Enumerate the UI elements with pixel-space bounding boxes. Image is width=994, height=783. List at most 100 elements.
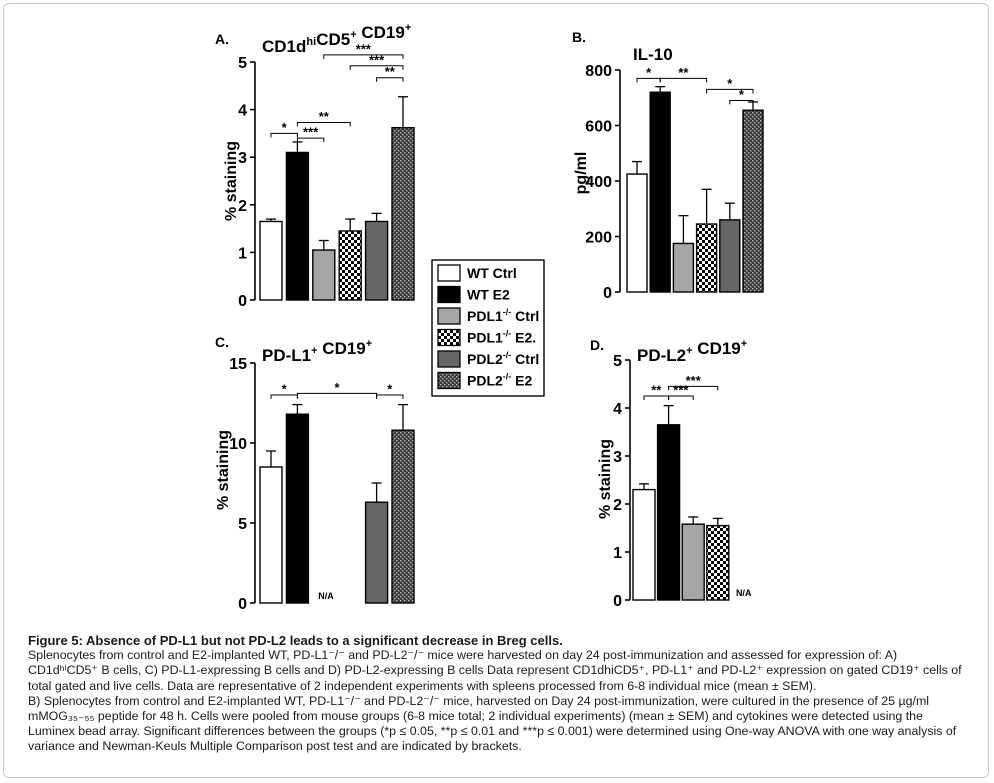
legend-label-pdl1-ctrl: PDL1-/- Ctrl bbox=[467, 307, 539, 324]
figure-caption: Figure 5: Absence of PD-L1 but not PD-L2… bbox=[28, 633, 963, 755]
significance-label: *** bbox=[686, 373, 702, 388]
legend: WT Ctrl WT E2 PDL1-/- Ctrl PDL1-/- E2. PDL2-… bbox=[431, 259, 545, 397]
legend-swatch-pdl1-ctrl bbox=[437, 307, 461, 325]
bar-pdl1-e2 bbox=[695, 223, 718, 293]
caption-title: Figure 5: Absence of PD-L1 but not PD-L2… bbox=[28, 633, 563, 648]
na-label: N/A bbox=[318, 591, 334, 601]
figure-frame bbox=[3, 3, 989, 778]
y-tick-label: 1 bbox=[613, 545, 622, 562]
bar-wt-ctrl bbox=[259, 466, 283, 604]
legend-swatch-wt-ctrl bbox=[437, 264, 461, 282]
bar-pdl2-ctrl bbox=[719, 219, 741, 293]
chart-title: PD-L1+ CD19+ bbox=[262, 338, 372, 365]
y-tick-label: 5 bbox=[238, 55, 247, 72]
panel-label: D. bbox=[590, 337, 604, 353]
significance-bracket bbox=[323, 54, 404, 59]
legend-label-wt-e2: WT E2 bbox=[467, 287, 510, 303]
y-tick-label: 4 bbox=[613, 401, 622, 418]
bar-pdl2-e2 bbox=[391, 126, 415, 301]
bar-wt-e2 bbox=[656, 424, 681, 601]
y-tick-label: 200 bbox=[585, 230, 612, 247]
panel-label: C. bbox=[215, 334, 229, 350]
chart-title: PD-L2+ CD19+ bbox=[637, 338, 747, 365]
caption-paragraph-1: Splenocytes from control and E2-implante… bbox=[28, 648, 962, 693]
significance-label: ** bbox=[678, 65, 689, 80]
significance-label: ** bbox=[385, 64, 396, 79]
bar-pdl1-ctrl bbox=[672, 242, 695, 293]
y-tick-label: 2 bbox=[613, 497, 622, 514]
panel-label: A. bbox=[215, 31, 229, 47]
bar-pdl1-e2 bbox=[338, 230, 362, 301]
y-tick-label: 5 bbox=[238, 516, 247, 533]
y-tick-label: 10 bbox=[229, 436, 247, 453]
significance-bracket bbox=[668, 395, 694, 400]
caption-paragraph-2: B) Splenocytes from control and E2-impla… bbox=[28, 693, 957, 754]
significance-label: * bbox=[334, 380, 340, 395]
significance-bracket bbox=[376, 77, 404, 82]
bar-pdl2-e2 bbox=[391, 429, 415, 604]
na-label: N/A bbox=[736, 588, 752, 598]
significance-label: * bbox=[282, 382, 288, 397]
y-tick-label: 15 bbox=[229, 356, 247, 373]
y-tick-label: 2 bbox=[238, 198, 247, 215]
bar-pdl2-ctrl bbox=[364, 501, 389, 604]
significance-bracket bbox=[668, 385, 719, 391]
y-tick-label: 5 bbox=[613, 353, 622, 370]
significance-bracket bbox=[296, 137, 325, 143]
y-axis-label: pg/ml bbox=[573, 152, 590, 195]
y-tick-label: 3 bbox=[238, 150, 247, 167]
significance-label: * bbox=[387, 382, 393, 397]
y-axis-label: % staining bbox=[215, 430, 232, 510]
bar-wt-e2 bbox=[285, 151, 310, 301]
bar-pdl1-e2 bbox=[706, 524, 730, 601]
significance-bracket bbox=[659, 77, 708, 83]
significance-label: *** bbox=[303, 125, 319, 140]
y-tick-label: 3 bbox=[613, 449, 622, 466]
bar-wt-e2 bbox=[285, 413, 310, 604]
bar-wt-ctrl bbox=[259, 220, 283, 301]
significance-label: * bbox=[727, 76, 733, 91]
y-axis-label: % staining bbox=[597, 439, 614, 519]
bar-wt-ctrl bbox=[632, 488, 656, 601]
bar-pdl1-ctrl bbox=[312, 249, 336, 301]
significance-bracket bbox=[376, 394, 404, 399]
y-tick-label: 800 bbox=[585, 63, 612, 80]
y-tick-label: 4 bbox=[238, 103, 247, 120]
legend-swatch-pdl1-e2 bbox=[437, 328, 461, 347]
y-tick-label: 1 bbox=[238, 245, 247, 262]
significance-label: *** bbox=[356, 41, 372, 56]
y-tick-label: 0 bbox=[613, 593, 622, 610]
significance-label: * bbox=[282, 120, 288, 135]
chart-panel-c: C. PD-L1+ CD19+ % staining 0 5 10 15 N/A * * * bbox=[215, 334, 415, 613]
significance-label: ** bbox=[319, 109, 330, 124]
bar-pdl2-ctrl bbox=[364, 220, 389, 301]
significance-bracket bbox=[270, 132, 298, 138]
bar-pdl1-ctrl bbox=[681, 523, 705, 601]
y-tick-label: 0 bbox=[238, 596, 247, 613]
y-tick-label: 0 bbox=[603, 285, 612, 302]
significance-bracket bbox=[729, 100, 754, 105]
significance-bracket bbox=[349, 65, 404, 70]
legend-label-pdl2-ctrl: PDL2-/- Ctrl bbox=[467, 350, 539, 367]
legend-swatch-wt-e2 bbox=[437, 285, 461, 304]
significance-label: * bbox=[739, 87, 745, 102]
bar-wt-e2 bbox=[649, 91, 671, 293]
chart-title: IL-10 bbox=[633, 45, 673, 64]
bar-pdl2-e2 bbox=[742, 109, 764, 293]
chart-title: CD1dhiCD5+ CD19+ bbox=[262, 22, 411, 56]
legend-label-pdl1-e2: PDL1-/- E2. bbox=[467, 329, 536, 346]
bar-wt-ctrl bbox=[626, 173, 648, 293]
significance-label: * bbox=[646, 65, 652, 80]
significance-bracket bbox=[706, 88, 754, 94]
y-tick-label: 400 bbox=[585, 174, 612, 191]
y-tick-label: 600 bbox=[585, 119, 612, 136]
panel-label: B. bbox=[572, 29, 586, 45]
legend-swatch-pdl2-ctrl bbox=[437, 350, 461, 368]
legend-swatch-pdl2-e2 bbox=[437, 371, 461, 390]
legend-label-pdl2-e2: PDL2-/- E2 bbox=[467, 372, 533, 389]
significance-label: ** bbox=[651, 383, 662, 398]
